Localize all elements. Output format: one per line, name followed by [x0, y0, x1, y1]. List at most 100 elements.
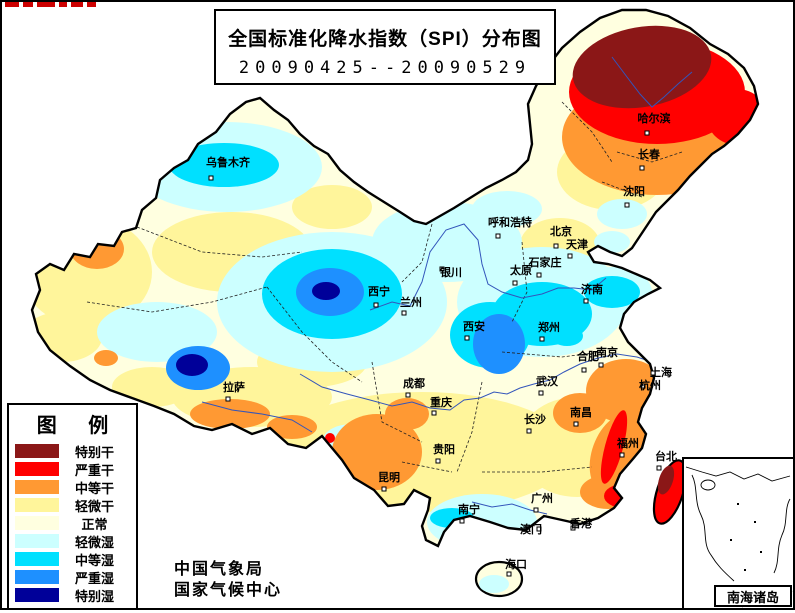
legend-label: 轻微湿	[74, 534, 114, 550]
city-dot	[536, 272, 542, 278]
city-dot	[619, 452, 625, 458]
city-dot	[553, 243, 559, 249]
legend-row: 严重湿	[9, 568, 136, 586]
legend-row: 特别湿	[9, 586, 136, 604]
region-extreme-wet	[312, 282, 340, 300]
city-dot	[506, 571, 512, 577]
legend-swatch-extreme-dry	[15, 444, 59, 458]
region-moderate-dry	[94, 350, 118, 366]
inset-hainan	[700, 479, 716, 491]
region-extreme-wet	[176, 354, 208, 376]
legend-swatch-severe-dry	[15, 462, 59, 476]
city-dot	[526, 428, 532, 434]
city-label: 呼和浩特	[488, 215, 532, 229]
taiwan-extreme-dry-core	[657, 465, 675, 495]
city-label: 澳门	[520, 522, 542, 536]
legend-row: 中等干	[9, 478, 136, 496]
city-label: 石家庄	[528, 255, 562, 269]
city-dot	[373, 302, 379, 308]
legend-label: 轻微干	[74, 498, 114, 514]
inset-islands	[730, 503, 762, 571]
city-label: 银川	[440, 265, 462, 279]
region-light-wet	[32, 110, 102, 154]
region-light-wet	[57, 157, 137, 207]
city-label: 香港	[569, 516, 593, 530]
city-label: 济南	[581, 282, 603, 296]
legend-row: 特别干	[9, 442, 136, 460]
city-label: 太原	[509, 263, 532, 277]
city-label: 长春	[638, 147, 661, 161]
region-severe-dry	[707, 89, 758, 145]
city-dot	[464, 335, 470, 341]
city-dot	[656, 465, 662, 471]
city-dot	[401, 310, 407, 316]
city-dot	[435, 458, 441, 464]
city-label: 郑州	[538, 320, 560, 334]
city-label: 上海	[650, 365, 672, 379]
city-label: 武汉	[536, 374, 559, 388]
city-dot	[225, 396, 231, 402]
city-dot	[567, 253, 573, 259]
region-moderate-wet	[584, 276, 640, 308]
legend-swatch-light-wet	[15, 534, 59, 548]
city-dot	[439, 266, 445, 272]
legend-row: 轻微干	[9, 496, 136, 514]
city-label: 合肥	[577, 349, 599, 363]
city-dot	[570, 525, 576, 531]
legend-row: 严重干	[9, 460, 136, 478]
city-label: 贵阳	[433, 442, 455, 456]
legend-label: 严重湿	[74, 570, 114, 586]
source-line-1: 中国气象局	[174, 561, 265, 578]
legend-row: 中等湿	[9, 550, 136, 568]
city-dot	[431, 410, 437, 416]
city-label: 台北	[655, 449, 677, 463]
legend-label: 特别干	[74, 444, 114, 460]
city-dot	[624, 202, 630, 208]
region-moderate-wet	[169, 143, 279, 187]
city-label: 杭州	[639, 378, 661, 392]
inset-label: 南海诸岛	[714, 585, 792, 607]
legend-row: 正常	[9, 514, 136, 532]
city-label: 兰州	[400, 295, 422, 309]
city-label: 昆明	[378, 471, 400, 484]
region-moderate-dry	[267, 415, 317, 439]
legend-swatch-severe-wet	[15, 570, 59, 584]
legend-swatch-moderate-dry	[15, 480, 59, 494]
city-label: 重庆	[430, 395, 452, 409]
city-label: 海口	[505, 557, 527, 571]
city-dot	[581, 367, 587, 373]
city-label: 福州	[616, 436, 639, 450]
city-dot	[573, 421, 579, 427]
region-severe-dry	[604, 484, 644, 508]
china-border-outline	[30, 8, 760, 548]
city-dot	[512, 280, 518, 286]
region-light-wet	[594, 231, 630, 253]
legend-swatch-normal	[15, 516, 59, 530]
region-moderate-wet	[551, 326, 583, 346]
legend-label: 特别湿	[74, 588, 114, 604]
legend-label: 中等湿	[74, 552, 114, 568]
legend-rows: 特别干 严重干中等干轻微干正常轻微湿中等湿严重湿特别湿	[9, 442, 136, 604]
region-light-wet	[597, 199, 647, 229]
city-label: 北京	[550, 224, 572, 238]
region-moderate-dry	[190, 399, 270, 429]
city-dot	[644, 130, 650, 136]
region-light-wet	[422, 562, 472, 592]
legend-label: 中等干	[74, 480, 114, 496]
city-label: 西宁	[368, 284, 390, 298]
city-dot	[598, 362, 604, 368]
city-label: 哈尔滨	[638, 111, 671, 125]
city-dot	[536, 526, 542, 532]
city-dot	[381, 486, 387, 492]
city-dot	[495, 233, 501, 239]
legend-label: 正常	[81, 516, 108, 532]
region-severe-dry	[600, 410, 628, 484]
inset-coast-north	[685, 466, 791, 482]
hainan-wet-region	[479, 575, 509, 593]
map-title-box: 全国标准化降水指数（SPI）分布图 20090425--20090529	[214, 9, 556, 85]
region-severe-dry	[325, 433, 335, 443]
city-label: 西安	[463, 319, 485, 333]
